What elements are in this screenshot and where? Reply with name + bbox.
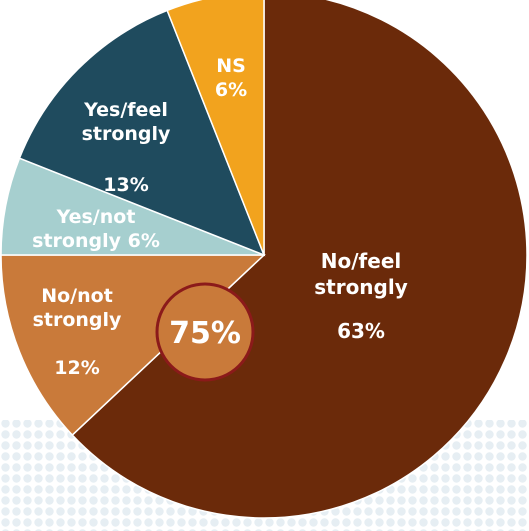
- slice-labels: No/feelstrongly63%No/notstrongly12%Yes/n…: [32, 55, 408, 379]
- slice-label: Yes/feel: [83, 99, 168, 121]
- slice-label: strongly: [314, 275, 408, 299]
- pie-slice: [166, 0, 265, 256]
- slice-label: strongly: [82, 123, 171, 145]
- pie-slices: [0, 0, 528, 519]
- slice-value-label: 6%: [215, 79, 247, 101]
- highlight-badge: 75%: [155, 282, 255, 382]
- highlight-label: 75%: [169, 316, 241, 351]
- slice-label: Yes/not: [56, 206, 136, 228]
- pie-slice: [18, 9, 266, 257]
- slice-label: strongly: [33, 309, 122, 331]
- pie-slice: [71, 0, 528, 519]
- slice-label: NS: [216, 55, 246, 77]
- slice-label: No/feel: [321, 249, 401, 273]
- slice-value-label: 63%: [337, 319, 385, 343]
- slice-label: No/not: [41, 285, 113, 307]
- slice-value-label: 13%: [103, 174, 148, 196]
- highlight-circle: [155, 282, 255, 382]
- slice-label: strongly 6%: [32, 230, 160, 252]
- slice-value-label: 12%: [54, 357, 99, 379]
